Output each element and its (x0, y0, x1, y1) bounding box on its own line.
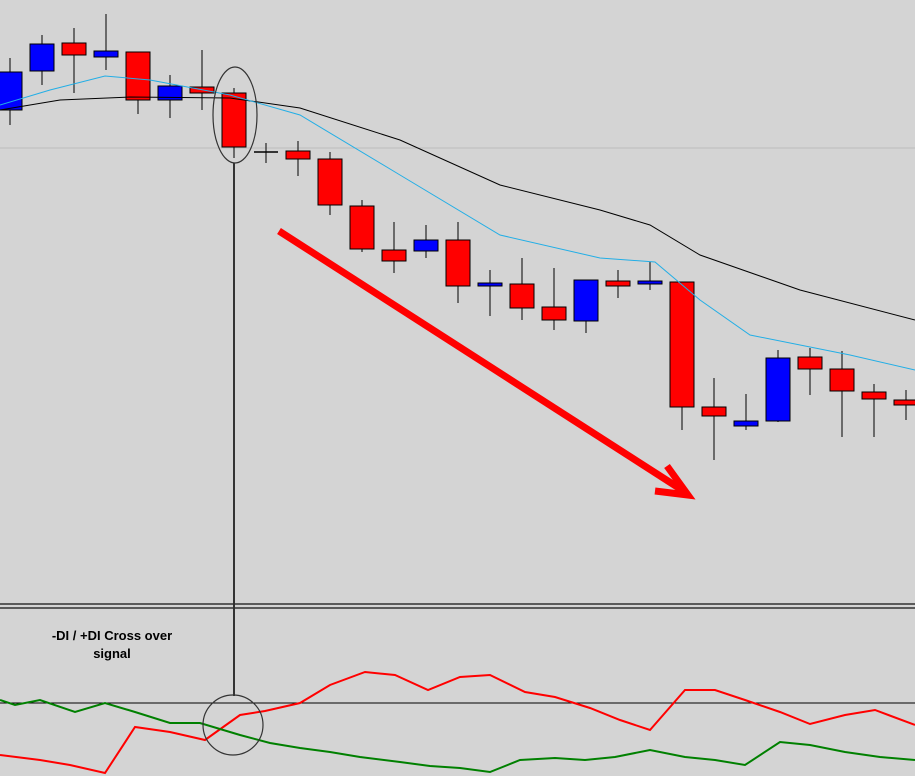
candles (0, 14, 915, 460)
arrow-shaft (277, 228, 684, 493)
candle-body (61, 42, 87, 56)
slow-moving-average (0, 96, 915, 321)
fast-moving-average (0, 75, 915, 371)
candle-body (765, 357, 791, 422)
plus-di-line (0, 698, 915, 774)
cross-highlight-circle (202, 694, 264, 756)
candle-body (669, 281, 695, 408)
candle-body (445, 239, 471, 287)
candle-body (157, 85, 183, 101)
candle-body (381, 249, 407, 262)
candle-body (573, 279, 599, 322)
candle-body (29, 43, 55, 72)
arrow-head (654, 463, 696, 500)
candle-body (605, 280, 631, 287)
candle-body (413, 239, 439, 252)
candle-body (861, 391, 887, 400)
candle-body (125, 51, 151, 101)
minus-di-line (0, 670, 915, 775)
candle-body (477, 282, 503, 287)
candle-body (349, 205, 375, 250)
candle-body (317, 158, 343, 206)
annotation-line: -DI / +DI Cross over (52, 628, 172, 643)
candle-body (829, 368, 855, 392)
annotation-line: signal (93, 646, 131, 661)
candle-body (797, 356, 823, 370)
candle-body (701, 406, 727, 417)
candle-body (637, 280, 663, 285)
candle-body (509, 283, 535, 309)
candle-body (221, 92, 247, 148)
candle-body (541, 306, 567, 321)
candle-body (93, 50, 119, 58)
candle-body (893, 399, 915, 406)
candle-body (285, 150, 311, 160)
trend-arrow (277, 228, 696, 500)
candle-body (733, 420, 759, 427)
